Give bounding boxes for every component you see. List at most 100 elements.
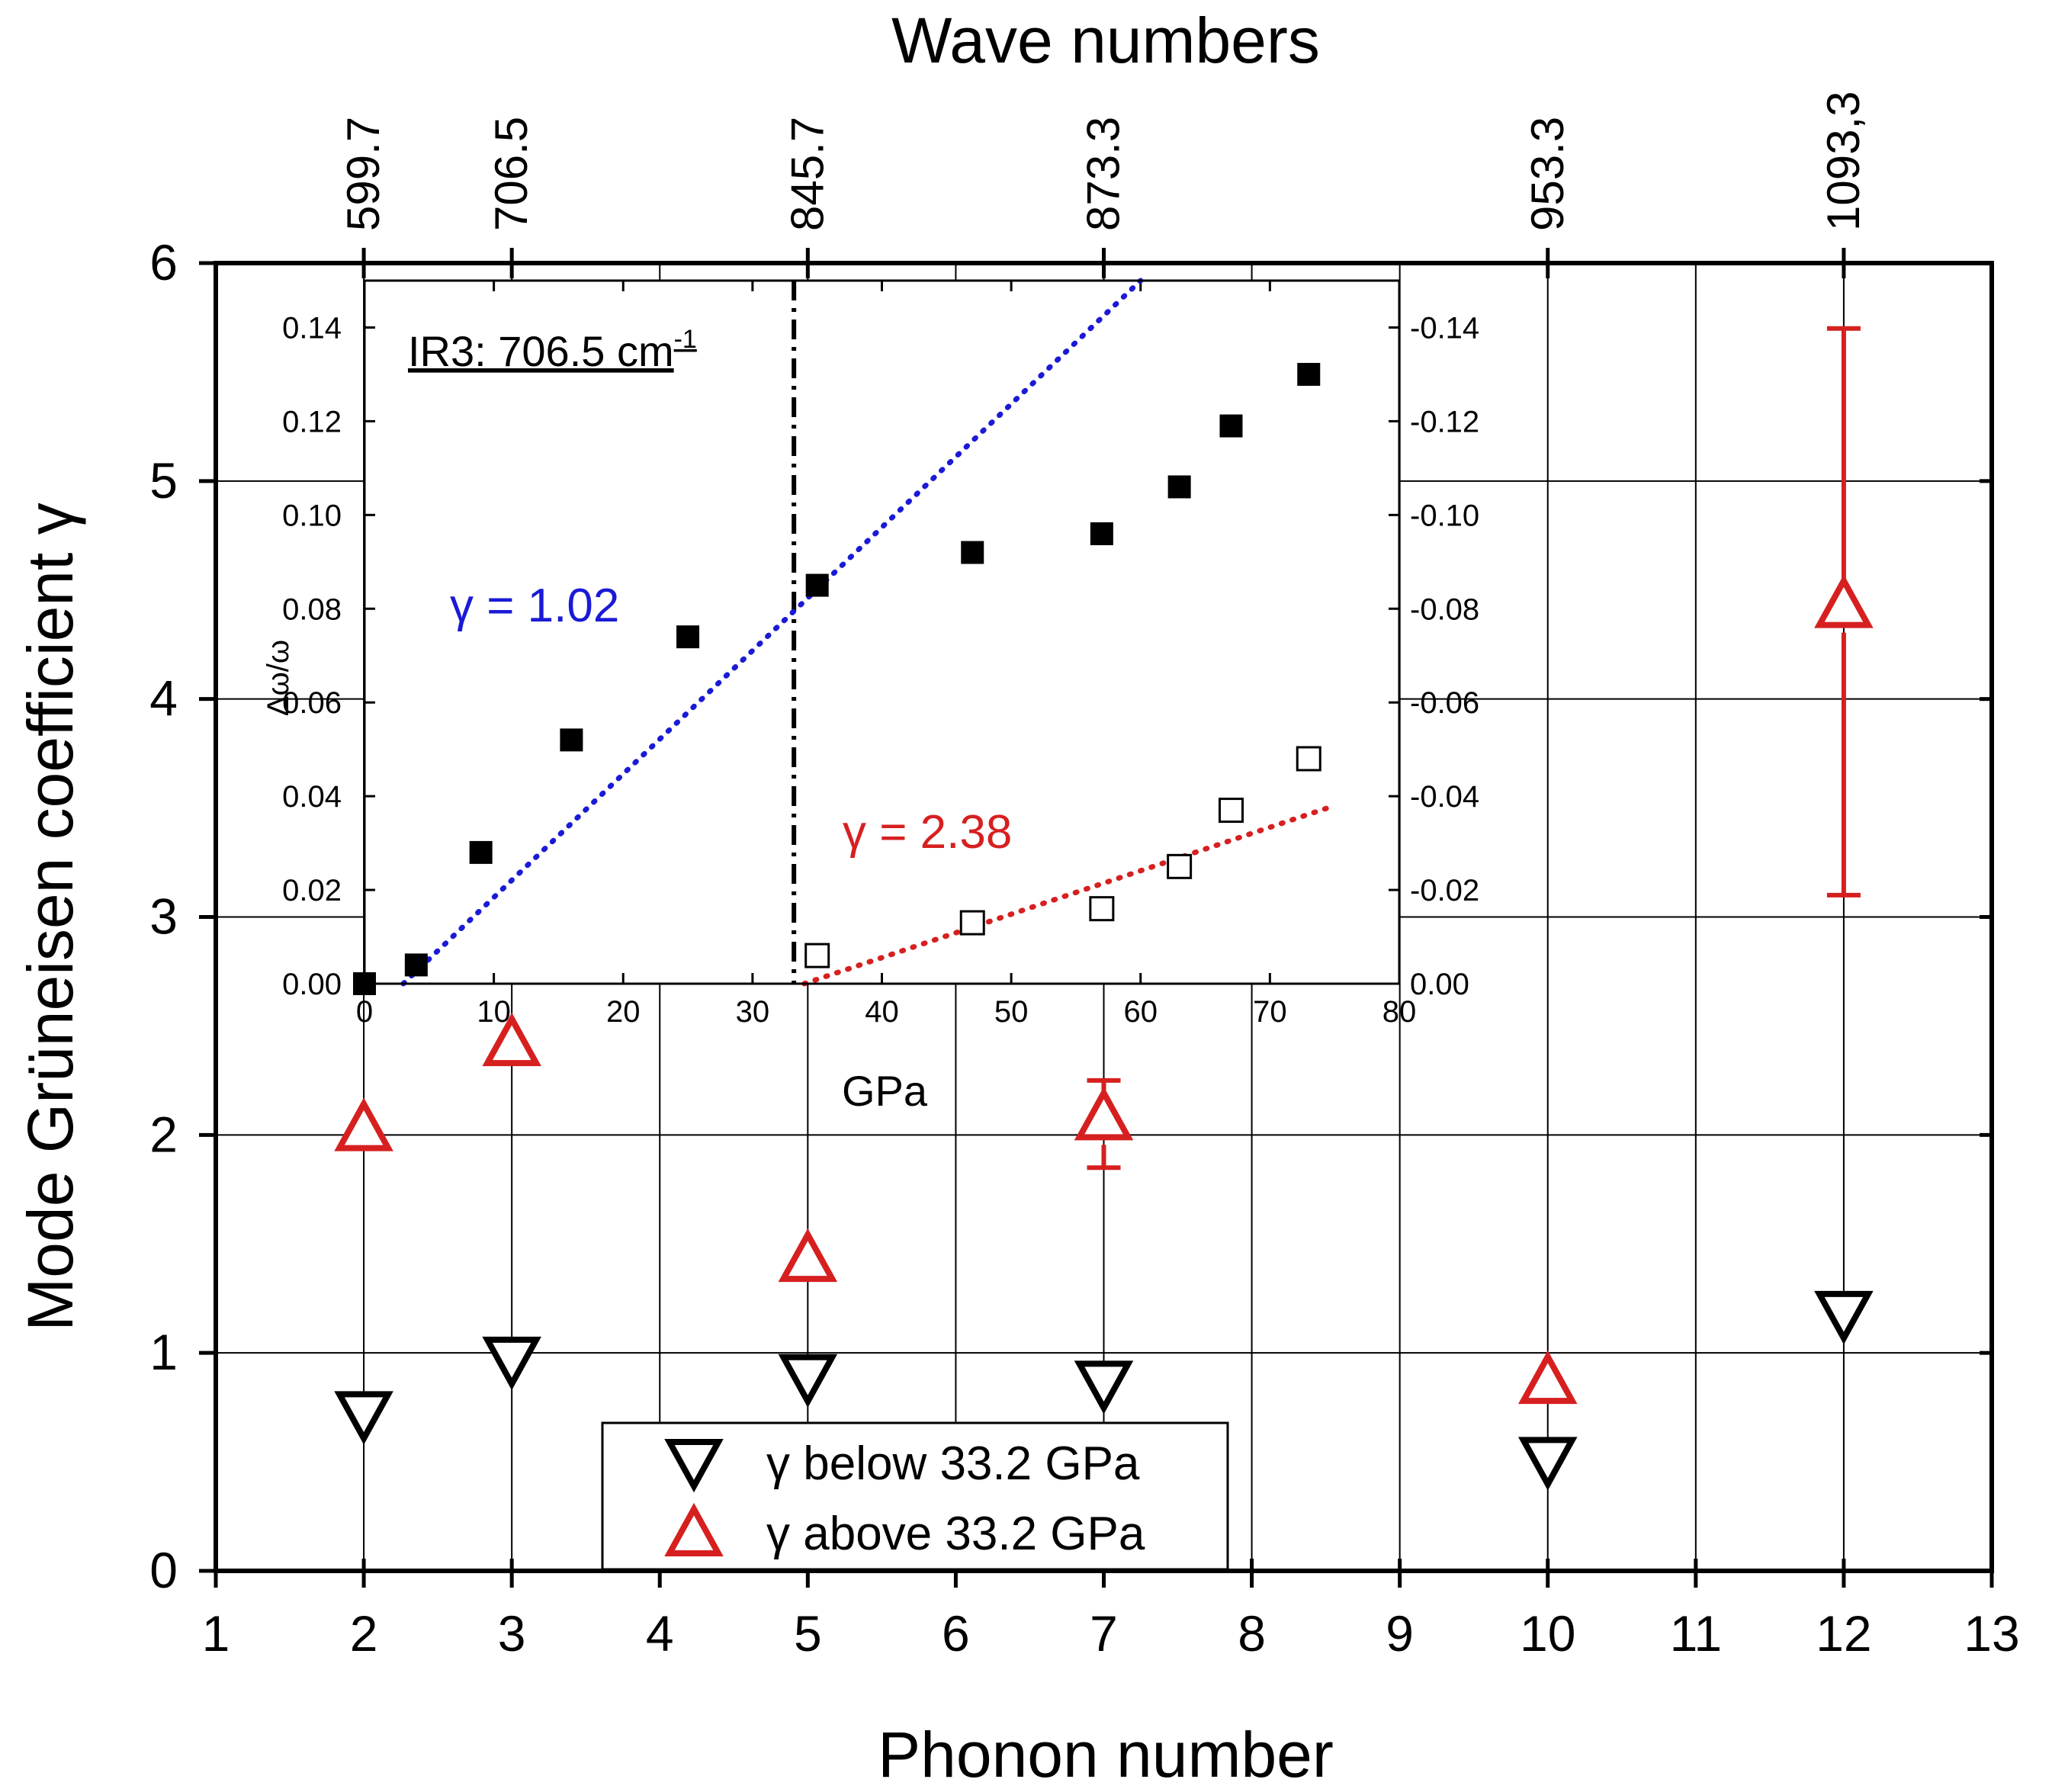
inset-fit-line xyxy=(801,802,1337,987)
top-tick-label: 953.3 xyxy=(1522,117,1573,231)
x-axis-title: Phonon number xyxy=(878,1719,1334,1790)
inset-filled-square xyxy=(560,728,583,752)
y-tick-label: 3 xyxy=(149,888,178,945)
marker-above-33-2-gpa xyxy=(1814,574,1874,628)
x-tick-label: 11 xyxy=(1670,1605,1723,1662)
inset-x-tick-label: 10 xyxy=(477,995,511,1029)
marker-above-33-2-gpa xyxy=(482,1012,541,1067)
inset-y-tick-label: 0.04 xyxy=(282,780,342,814)
inset-x-tick-label: 20 xyxy=(606,995,641,1029)
inset-fit-label-red: γ = 2.38 xyxy=(843,806,1012,859)
inset-panel: 0 10 20 30 40 50 60 70 800.000.020.040.060.080.1… xyxy=(262,278,1479,1115)
inset-title: IR3: 706.5 cm-1 xyxy=(408,325,697,375)
x-tick-label: 8 xyxy=(1238,1605,1266,1662)
marker-below-33-2-gpa xyxy=(482,1336,541,1391)
inset-filled-square xyxy=(1090,522,1113,545)
top-tick-label: 599.7 xyxy=(338,117,389,231)
inset-open-square xyxy=(1218,798,1244,824)
marker-above-33-2-gpa xyxy=(1074,1087,1134,1141)
inset-filled-square xyxy=(469,840,493,864)
inset-x-tick-label: 80 xyxy=(1382,995,1417,1029)
inset-filled-square xyxy=(404,953,428,977)
top-tick-label: 845.7 xyxy=(782,117,833,231)
inset-fit-label-blue: γ = 1.02 xyxy=(450,580,619,632)
legend-marker-above xyxy=(664,1502,724,1556)
inset-x-tick-label: 70 xyxy=(1253,995,1287,1029)
inset-background xyxy=(364,281,1399,984)
inset-open-square xyxy=(804,943,830,968)
inset-y-tick-label: 0.10 xyxy=(282,499,342,532)
top-tick-label: 873.3 xyxy=(1078,117,1129,231)
marker-above-33-2-gpa xyxy=(778,1228,838,1283)
x-tick-label: 12 xyxy=(1816,1605,1871,1662)
inset-fit-line xyxy=(400,278,1144,987)
marker-below-33-2-gpa xyxy=(1814,1290,1874,1345)
legend-label: γ above 33.2 GPa xyxy=(766,1508,1145,1560)
inset-y-tick-label-right: -0.10 xyxy=(1410,499,1479,532)
inset-open-square xyxy=(1296,746,1321,772)
legend-label: γ below 33.2 GPa xyxy=(766,1437,1140,1490)
inset-title-main: IR3: 706.5 cm xyxy=(408,327,674,375)
inset-filled-square xyxy=(1219,414,1243,438)
legend: γ below 33.2 GPa γ above 33.2 GPa xyxy=(601,1421,1229,1571)
y-tick-label: 1 xyxy=(149,1324,178,1380)
inset-x-tick-label: 0 xyxy=(356,995,373,1029)
marker-below-33-2-gpa xyxy=(1074,1360,1134,1415)
inset-y-tick-label: 0.00 xyxy=(282,968,342,1001)
marker-below-33-2-gpa xyxy=(778,1354,838,1408)
x-tick-label: 1 xyxy=(202,1605,230,1662)
x-tick-label: 7 xyxy=(1090,1605,1118,1662)
main-series-layer xyxy=(334,326,1874,1491)
inset-x-tick-label: 40 xyxy=(865,995,899,1029)
inset-y-tick-label-right: -0.06 xyxy=(1410,686,1479,720)
inset-y-tick-label: 0.02 xyxy=(282,874,342,907)
inset-title-superscript: -1 xyxy=(674,325,697,354)
inset-y-tick-label-right: -0.08 xyxy=(1410,593,1479,626)
inset-y-tick-label: 0.06 xyxy=(282,686,342,720)
inset-open-square xyxy=(959,910,985,936)
inset-y-tick-label-right: -0.14 xyxy=(1410,311,1479,345)
inset-y-tick-label-right: -0.04 xyxy=(1410,780,1479,814)
inset-y-tick-label-right: -0.12 xyxy=(1410,405,1479,438)
x-tick-label: 3 xyxy=(498,1605,526,1662)
marker-below-33-2-gpa xyxy=(334,1391,393,1445)
inset-y-tick-label: 0.08 xyxy=(282,593,342,626)
y-tick-label: 4 xyxy=(149,670,178,727)
inset-content: 0 10 20 30 40 50 60 70 800.000.020.040.060.080.1… xyxy=(282,278,1479,1029)
inset-x-tick-label: 50 xyxy=(994,995,1029,1029)
y-tick-label: 6 xyxy=(149,234,178,291)
top-axis-title: Wave numbers xyxy=(891,5,1320,76)
x-tick-label: 9 xyxy=(1386,1605,1414,1662)
y-tick-label: 0 xyxy=(149,1542,178,1598)
inset-filled-square xyxy=(805,573,829,597)
inset-y-tick-label: 0.14 xyxy=(282,311,342,345)
inset-y-tick-label: 0.12 xyxy=(282,405,342,438)
inset-y-tick-label-right: 0.00 xyxy=(1410,968,1469,1001)
legend-marker-below xyxy=(664,1439,724,1493)
inset-open-square xyxy=(1167,853,1193,879)
marker-above-33-2-gpa xyxy=(1517,1350,1578,1405)
y-axis-title: Mode Grüneisen coefficient γ xyxy=(14,503,86,1331)
inset-filled-square xyxy=(1297,362,1321,386)
x-tick-label: 4 xyxy=(646,1605,674,1662)
inset-open-square xyxy=(1089,896,1115,922)
marker-below-33-2-gpa xyxy=(1517,1437,1578,1491)
inset-x-tick-label: 30 xyxy=(736,995,770,1029)
inset-frame xyxy=(363,279,1401,985)
marker-above-33-2-gpa xyxy=(334,1097,393,1151)
y-tick-label: 5 xyxy=(149,452,178,509)
x-tick-label: 2 xyxy=(350,1605,378,1662)
inset-x-tick-label: 60 xyxy=(1124,995,1158,1029)
inset-y-tick-label-right: -0.02 xyxy=(1410,874,1479,907)
top-tick-label: 706.5 xyxy=(486,117,537,231)
x-tick-label: 5 xyxy=(794,1605,822,1662)
inset-filled-square xyxy=(1167,475,1191,499)
x-tick-label: 6 xyxy=(942,1605,970,1662)
x-tick-label: 10 xyxy=(1520,1605,1575,1662)
y-tick-label: 2 xyxy=(149,1106,178,1162)
inset-y-axis-title: Δω/ω xyxy=(262,640,295,716)
inset-x-axis-title: GPa xyxy=(842,1067,928,1115)
top-tick-label: 1093,3 xyxy=(1818,91,1869,231)
